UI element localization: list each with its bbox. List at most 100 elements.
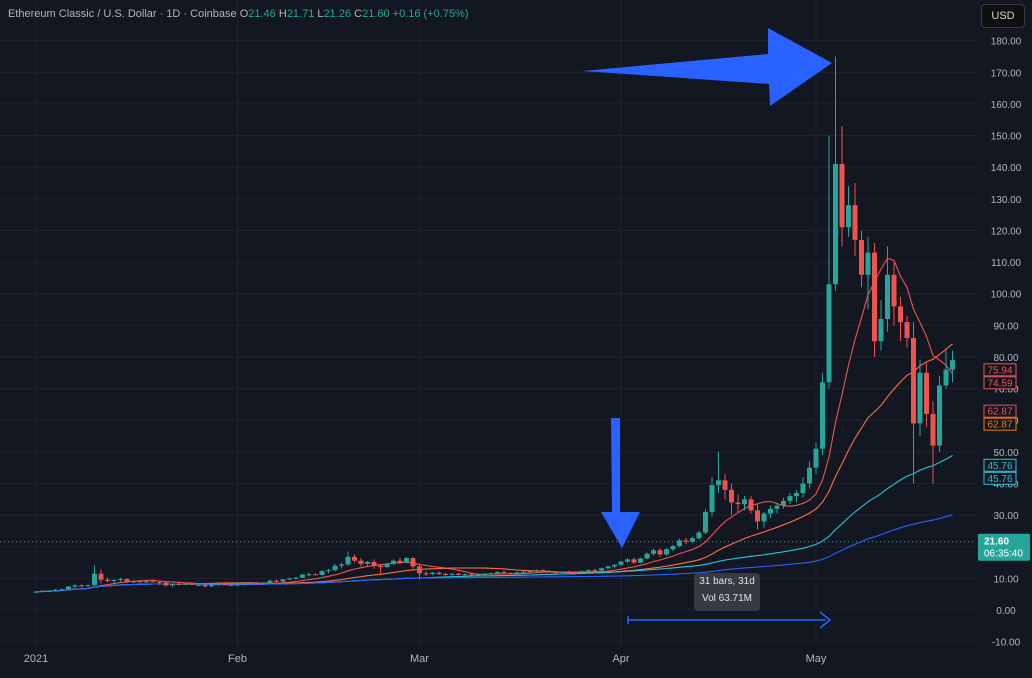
candle[interactable] <box>339 562 344 569</box>
candle[interactable] <box>826 135 832 389</box>
candle[interactable] <box>813 442 819 475</box>
candle[interactable] <box>898 296 903 342</box>
candle[interactable] <box>722 474 728 500</box>
time-axis-background[interactable] <box>0 648 976 678</box>
candle[interactable] <box>703 508 708 535</box>
candle[interactable] <box>365 561 370 566</box>
candle[interactable] <box>852 183 858 256</box>
candle[interactable] <box>911 322 916 484</box>
candle[interactable] <box>774 502 780 514</box>
candle[interactable] <box>124 578 130 583</box>
candle[interactable] <box>599 567 604 572</box>
candle[interactable] <box>735 494 741 512</box>
candle[interactable] <box>46 590 52 592</box>
candle[interactable] <box>423 571 429 576</box>
candle[interactable] <box>800 477 806 498</box>
candle[interactable] <box>670 544 676 552</box>
candle[interactable] <box>462 573 468 576</box>
candle[interactable] <box>196 583 201 586</box>
candle[interactable] <box>534 569 539 573</box>
candle[interactable] <box>456 572 461 576</box>
candle[interactable] <box>488 572 494 575</box>
candle[interactable] <box>371 559 377 569</box>
candle[interactable] <box>839 126 845 247</box>
candle[interactable] <box>865 236 871 310</box>
candle[interactable] <box>475 573 481 577</box>
candle[interactable] <box>768 505 773 519</box>
candle[interactable] <box>274 579 279 583</box>
candle[interactable] <box>150 579 156 583</box>
symbol-title[interactable]: Ethereum Classic / U.S. Dollar · 1D · Co… <box>8 8 237 20</box>
candle[interactable] <box>924 363 929 427</box>
candle[interactable] <box>358 557 364 567</box>
candle[interactable] <box>904 315 910 348</box>
candle[interactable] <box>417 564 422 580</box>
candle[interactable] <box>566 570 572 575</box>
candle[interactable] <box>300 573 305 579</box>
candle[interactable] <box>657 548 663 557</box>
candle[interactable] <box>859 230 864 288</box>
candle[interactable] <box>833 56 838 291</box>
candle[interactable] <box>183 583 188 586</box>
candle[interactable] <box>521 570 526 574</box>
candle[interactable] <box>241 582 247 586</box>
candle[interactable] <box>332 564 338 572</box>
candle[interactable] <box>638 557 643 564</box>
candle[interactable] <box>59 588 65 591</box>
candle[interactable] <box>755 504 760 530</box>
candle[interactable] <box>111 579 117 584</box>
candle[interactable] <box>709 477 715 517</box>
candle[interactable] <box>540 569 546 572</box>
candle[interactable] <box>482 573 487 576</box>
candle[interactable] <box>235 583 240 586</box>
candle[interactable] <box>807 461 812 489</box>
currency-button[interactable]: USD <box>981 4 1025 28</box>
candle[interactable] <box>66 586 71 590</box>
candle[interactable] <box>33 591 39 593</box>
candle[interactable] <box>586 569 591 573</box>
candle[interactable] <box>508 572 513 575</box>
candle[interactable] <box>280 578 286 583</box>
candle[interactable] <box>878 300 884 351</box>
candle[interactable] <box>592 568 598 572</box>
candle[interactable] <box>306 572 312 577</box>
candle[interactable] <box>677 538 682 548</box>
candle[interactable] <box>92 565 97 586</box>
candle[interactable] <box>469 573 474 576</box>
candle[interactable] <box>228 584 234 586</box>
candle[interactable] <box>885 246 890 332</box>
candle[interactable] <box>40 590 45 593</box>
candle[interactable] <box>261 582 266 585</box>
candle[interactable] <box>222 583 227 586</box>
candle[interactable] <box>449 573 455 576</box>
candle[interactable] <box>384 562 390 569</box>
candle[interactable] <box>410 556 416 569</box>
candle[interactable] <box>560 571 565 574</box>
candle[interactable] <box>683 537 689 545</box>
candle[interactable] <box>547 570 552 573</box>
candle[interactable] <box>345 551 351 566</box>
candle[interactable] <box>631 557 637 564</box>
candle[interactable] <box>553 570 559 574</box>
candle[interactable] <box>716 451 721 493</box>
candle[interactable] <box>189 582 195 586</box>
candle[interactable] <box>794 489 799 503</box>
candle[interactable] <box>248 581 253 585</box>
candle[interactable] <box>742 496 747 511</box>
candle[interactable] <box>79 584 84 587</box>
candle[interactable] <box>72 584 78 588</box>
candle[interactable] <box>254 581 260 585</box>
candle[interactable] <box>137 579 143 583</box>
candle[interactable] <box>917 360 923 437</box>
candle[interactable] <box>131 580 136 584</box>
candle[interactable] <box>144 580 149 583</box>
candle[interactable] <box>267 579 273 584</box>
candle[interactable] <box>605 565 611 570</box>
candle[interactable] <box>287 577 292 581</box>
candle[interactable] <box>891 262 897 326</box>
candle[interactable] <box>293 576 299 580</box>
candle[interactable] <box>326 568 331 574</box>
candle[interactable] <box>527 570 533 573</box>
candle[interactable] <box>105 577 110 583</box>
